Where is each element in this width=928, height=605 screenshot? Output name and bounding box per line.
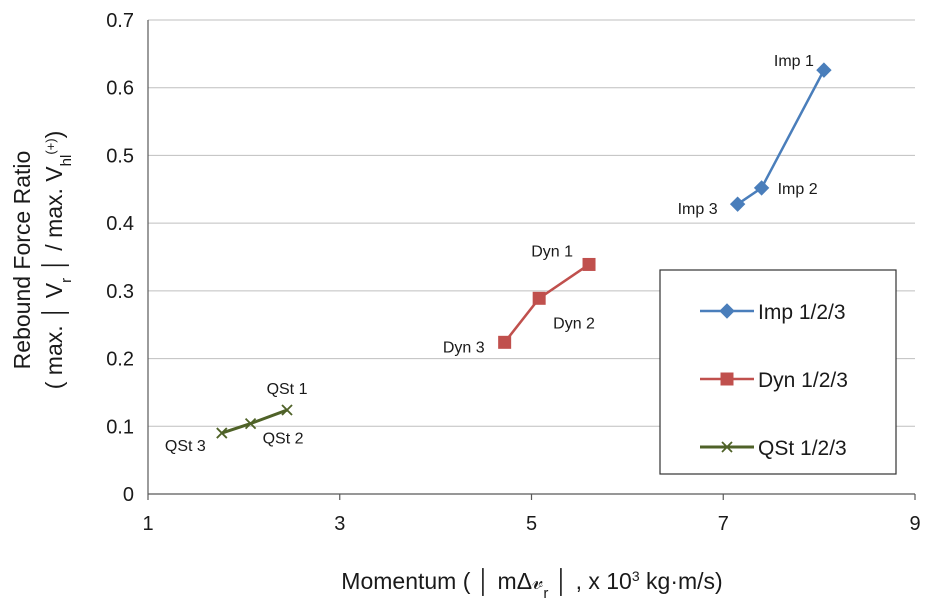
legend-label: Dyn 1/2/3 xyxy=(758,369,848,392)
point-label: Dyn 2 xyxy=(553,315,595,332)
y-tick-label: 0.5 xyxy=(106,145,134,167)
legend-marker xyxy=(719,303,735,319)
point-label: Imp 2 xyxy=(778,181,818,198)
data-point xyxy=(498,335,512,349)
data-point xyxy=(216,427,228,439)
x-tick-label: 7 xyxy=(718,513,729,535)
y-tick-label: 0.3 xyxy=(106,281,134,303)
series xyxy=(216,62,832,439)
legend-item: Dyn 1/2/3 xyxy=(700,369,848,392)
grid-lines xyxy=(148,19,915,427)
y-tick-label: 0.2 xyxy=(106,349,134,371)
data-point xyxy=(582,257,596,271)
x-tick-label: 1 xyxy=(142,513,153,535)
y-axis-title-line1: Rebound Force Ratio xyxy=(9,151,35,370)
y-tick-label: 0.6 xyxy=(106,78,134,100)
legend-item: Imp 1/2/3 xyxy=(700,301,846,324)
legend-item: QSt 1/2/3 xyxy=(700,437,847,460)
legend-box xyxy=(659,269,897,475)
point-label: Imp 3 xyxy=(678,201,718,218)
data-point xyxy=(729,196,746,212)
y-tick-label: 0.4 xyxy=(106,213,134,235)
legend-items: Imp 1/2/3 Dyn 1/2/3 QSt 1/2/3 xyxy=(700,301,848,460)
x-tick-label: 9 xyxy=(909,513,920,535)
data-point xyxy=(816,62,832,78)
data-point xyxy=(281,404,293,416)
tick-labels: 0 0.1 0.2 0.3 0.4 0.5 0.6 0.7 1 3 5 7 9 xyxy=(106,10,920,535)
data-point xyxy=(532,291,546,305)
y-axis-title-line2: ( max. │ Vr │ / max. Vhl(+)) xyxy=(41,131,75,390)
y-axis-subtitle: ( max. │ Vr │ / max. Vhl(+)) xyxy=(41,131,75,390)
x-tick-label: 5 xyxy=(526,513,537,535)
point-label: Imp 1 xyxy=(774,53,814,70)
y-tick-label: 0.1 xyxy=(106,416,134,438)
legend-marker xyxy=(720,372,734,386)
axes xyxy=(147,20,916,500)
legend-marker xyxy=(721,441,733,453)
point-label: Dyn 3 xyxy=(443,339,485,356)
point-annotations: Imp 1 Imp 2 Imp 3 Dyn 1 Dyn 2 Dyn 3 QSt 1 QSt 2… xyxy=(165,53,818,455)
y-tick-label: 0.7 xyxy=(106,10,134,32)
x-tick-label: 3 xyxy=(334,513,345,535)
point-label: QSt 1 xyxy=(267,381,308,398)
y-tick-label: 0 xyxy=(123,484,134,506)
legend-label: Imp 1/2/3 xyxy=(758,301,846,324)
data-point xyxy=(753,180,770,196)
legend: Imp 1/2/3 Dyn 1/2/3 QSt 1/2/3 xyxy=(659,269,897,475)
y-axis-title: Rebound Force Ratio xyxy=(9,151,35,370)
point-label: Dyn 1 xyxy=(531,243,573,260)
point-label: QSt 2 xyxy=(263,431,304,448)
point-label: QSt 3 xyxy=(165,438,206,455)
legend-label: QSt 1/2/3 xyxy=(758,437,847,460)
x-axis-title: Momentum ( │ mΔ𝓋r │ , x 103 kg·m/s) xyxy=(341,568,722,602)
data-point xyxy=(244,417,257,430)
